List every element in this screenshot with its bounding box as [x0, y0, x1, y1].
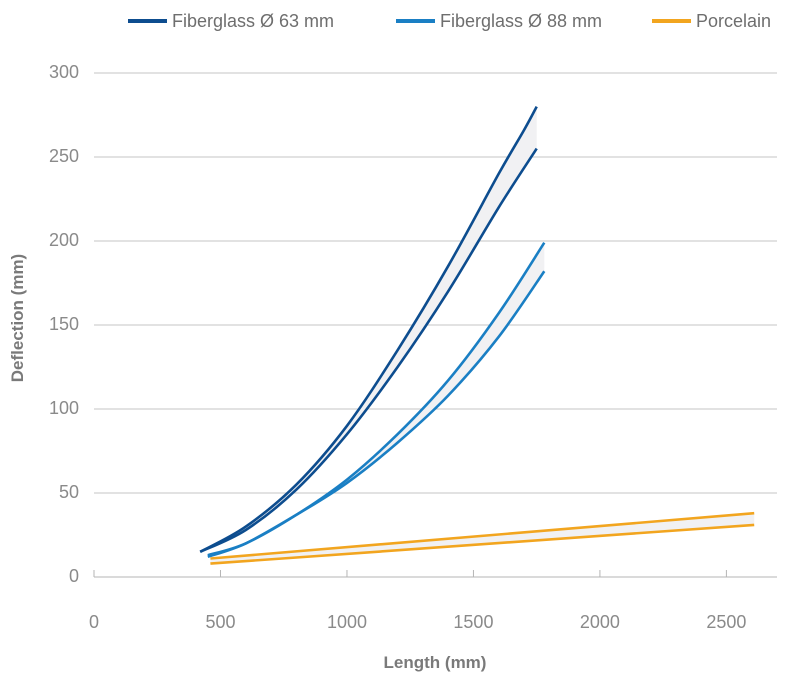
range-band-1: [207, 242, 545, 557]
series-line-5: [210, 523, 755, 565]
legend-label: Porcelain: [696, 11, 771, 31]
y-tick-label: 250: [49, 146, 79, 166]
x-tick-label: 0: [89, 612, 99, 632]
series-line-3: [207, 270, 546, 559]
legend-label: Fiberglass Ø 88 mm: [440, 11, 602, 31]
x-axis: 0 500 1000 1500 2000 2500: [89, 570, 777, 632]
series-line-2: [207, 241, 546, 557]
series-line-0: [199, 105, 538, 553]
legend: Fiberglass Ø 63 mm Fiberglass Ø 88 mm Porc…: [128, 11, 771, 31]
legend-item: Fiberglass Ø 63 mm: [128, 11, 334, 31]
series-line-4: [210, 511, 755, 560]
y-axis-ticks: 0 50 100 150 200 250 300: [49, 62, 79, 586]
x-tick-label: 1500: [453, 612, 493, 632]
x-tick-label: 500: [205, 612, 235, 632]
legend-label: Fiberglass Ø 63 mm: [172, 11, 334, 31]
legend-item: Fiberglass Ø 88 mm: [396, 11, 602, 31]
x-tick-label: 1000: [327, 612, 367, 632]
x-axis-title: Length (mm): [384, 653, 487, 672]
series-line-1: [199, 147, 538, 553]
y-tick-label: 50: [59, 482, 79, 502]
range-bands: [200, 106, 755, 564]
legend-item: Porcelain: [652, 11, 771, 31]
y-tick-label: 200: [49, 230, 79, 250]
y-tick-label: 150: [49, 314, 79, 334]
y-tick-label: 100: [49, 398, 79, 418]
y-tick-label: 300: [49, 62, 79, 82]
y-axis-title: Deflection (mm): [8, 254, 27, 382]
x-tick-label: 2000: [580, 612, 620, 632]
series-lines: [199, 105, 755, 565]
y-tick-label: 0: [69, 566, 79, 586]
gridlines: [94, 72, 777, 494]
x-tick-label: 2500: [706, 612, 746, 632]
